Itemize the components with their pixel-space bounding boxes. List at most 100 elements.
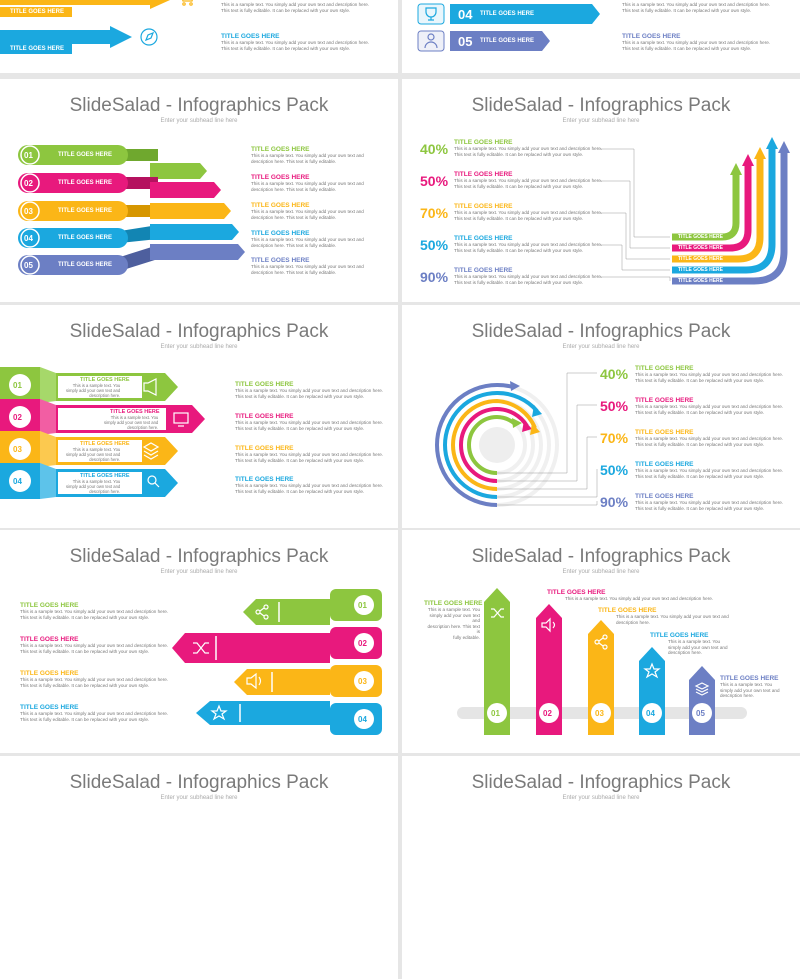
- item-desc-1: This is a sample text. You simply add yo…: [251, 153, 364, 164]
- speaker-icon: [246, 672, 262, 690]
- slide-9[interactable]: SlideSalad - Infographics Pack Enter you…: [0, 756, 398, 979]
- search-icon: [147, 475, 160, 488]
- slide-3-graphics: [18, 145, 245, 275]
- tab-number-04: 04: [358, 715, 367, 724]
- item-heading-4: TITLE GOES HERE: [454, 235, 513, 242]
- percent-5: 90%: [600, 494, 629, 510]
- item-desc-4: This is a sample text. You simply add yo…: [20, 711, 169, 722]
- item-heading-3: TITLE GOES HERE: [598, 607, 657, 614]
- item-heading-3: TITLE GOES HERE: [635, 429, 694, 436]
- star-icon: [643, 662, 661, 679]
- ribbon-title-02: TITLE GOES HERE: [58, 180, 113, 186]
- slide-10[interactable]: SlideSalad - Infographics Pack Enter you…: [402, 756, 800, 979]
- arrowhead-2: [522, 420, 532, 432]
- arrow-label-4: TITLE GOES HERE: [678, 267, 724, 273]
- item-desc-1: This is a sample text. You simply add yo…: [635, 372, 784, 383]
- ribbon-02: [18, 173, 221, 198]
- box-title-02: TITLE GOES HERE: [110, 409, 160, 415]
- arrow-blue: [0, 26, 132, 48]
- item-desc-1: This is a sample text. You simply add yo…: [221, 2, 370, 13]
- item-heading-4: TITLE GOES HERE: [235, 476, 294, 483]
- slide-4-graphics: [600, 137, 790, 285]
- slide-1[interactable]: TITLE GOES HERE TITLE GOES HERE This is …: [0, 0, 398, 73]
- item-desc-1: This is a sample text. You simply add yo…: [235, 388, 384, 399]
- speaker-icon: [541, 617, 556, 633]
- banner-04: [450, 4, 600, 24]
- banner-number-05: 05: [458, 34, 473, 49]
- banner-title-04: TITLE GOES HERE: [480, 11, 535, 17]
- item-heading-2: TITLE GOES HERE: [251, 174, 310, 181]
- ribbon-number-02: 02: [24, 179, 33, 188]
- item-desc-3: This is a sample text. You simply add yo…: [616, 614, 729, 625]
- slide-subhead: Enter your subhead line here: [160, 795, 238, 801]
- slide-7-graphics: [172, 589, 382, 735]
- item-desc-1: This is a sample text. You simply add you…: [427, 607, 480, 640]
- slide-title: SlideSalad - Infographics Pack: [69, 321, 329, 342]
- tab-03: [234, 665, 382, 697]
- ribbon-title-01: TITLE GOES HERE: [58, 152, 113, 158]
- label-bar-yellow: [0, 7, 72, 17]
- slide-8[interactable]: SlideSalad - Infographics Pack Enter you…: [402, 530, 800, 753]
- ribbon-01: [18, 145, 207, 179]
- item-title-1: TITLE GOES HERE: [10, 9, 65, 15]
- slide-subhead: Enter your subhead line here: [160, 569, 238, 575]
- item-heading-3: TITLE GOES HERE: [454, 203, 513, 210]
- item-desc-5: This is a sample text. You simply add yo…: [251, 264, 364, 275]
- tab-number-01: 01: [358, 601, 367, 610]
- box-desc-02: This is a sample text. You simply add you…: [104, 415, 159, 430]
- slide-6[interactable]: SlideSalad - Infographics Pack Enter you…: [402, 305, 800, 528]
- item-heading-5: TITLE GOES HERE: [251, 257, 310, 264]
- slide-2[interactable]: 04 TITLE GOES HERE 05 TITLE GOES HERE Th…: [402, 0, 800, 73]
- column-number-01: 01: [491, 709, 500, 718]
- percent-5: 90%: [420, 269, 449, 285]
- item-heading-2: TITLE GOES HERE: [221, 33, 280, 40]
- stack-icon: [142, 442, 160, 460]
- item-desc-3: This is a sample text. You simply add yo…: [235, 452, 384, 463]
- slide-3[interactable]: SlideSalad - Infographics Pack Enter you…: [0, 79, 398, 302]
- item-desc-2: This is a sample text. You simply add yo…: [20, 643, 169, 654]
- item-desc-5: This is a sample text. You simply add yo…: [454, 274, 603, 285]
- item-heading-1: TITLE GOES HERE: [635, 365, 694, 372]
- arrow-box-02: [0, 399, 205, 435]
- arrow-label-1: TITLE GOES HERE: [678, 234, 724, 240]
- ribbon-title-04: TITLE GOES HERE: [58, 235, 113, 241]
- item-desc-4: This is a sample text. You simply add yo…: [251, 237, 364, 248]
- slide-4[interactable]: SlideSalad - Infographics Pack Enter you…: [402, 79, 800, 302]
- slide-5[interactable]: SlideSalad - Infographics Pack Enter you…: [0, 305, 398, 528]
- slide-7[interactable]: SlideSalad - Infographics Pack Enter you…: [0, 530, 398, 753]
- item-heading-3: TITLE GOES HERE: [251, 202, 310, 209]
- tab-number-03: 03: [358, 677, 367, 686]
- stack-icon: [694, 682, 710, 696]
- banner-05: [450, 31, 550, 51]
- item-heading-5: TITLE GOES HERE: [454, 267, 513, 274]
- ribbon-number-04: 04: [24, 234, 33, 243]
- arrow-label-5: TITLE GOES HERE: [678, 278, 724, 284]
- item-desc-1: This is a sample text. You simply add yo…: [454, 146, 603, 157]
- item-heading-2: TITLE GOES HERE: [235, 413, 294, 420]
- ribbon-number-05: 05: [24, 261, 33, 270]
- percent-2: 50%: [420, 173, 449, 189]
- ribbon-04: [18, 224, 239, 248]
- shuffle-icon: [491, 608, 504, 618]
- arrow-label-2: TITLE GOES HERE: [678, 245, 724, 251]
- column-01: [484, 588, 510, 735]
- item-desc-4: This is a sample text. You simply add you…: [668, 639, 728, 656]
- monitor-icon: [173, 412, 189, 427]
- trophy-icon-box: [417, 3, 445, 25]
- banner-title-05: TITLE GOES HERE: [480, 38, 535, 44]
- item-heading-4: TITLE GOES HERE: [251, 230, 310, 237]
- label-bar-blue: [0, 44, 72, 54]
- item-desc-2: This is a sample text. You simply add yo…: [235, 420, 384, 431]
- slide-8-graphics: [457, 588, 747, 735]
- person-icon: [424, 33, 438, 49]
- column-number-02: 02: [543, 709, 552, 718]
- item-desc-3: This is a sample text. You simply add yo…: [635, 436, 784, 447]
- ribbon-number-03: 03: [24, 207, 33, 216]
- arrow-box-04: [0, 463, 178, 499]
- item-heading-4: TITLE GOES HERE: [650, 632, 709, 639]
- slide-title: SlideSalad - Infographics Pack: [471, 321, 731, 342]
- arrow-label-3: TITLE GOES HERE: [678, 256, 724, 262]
- person-icon-box: [417, 30, 445, 52]
- arrow-box-03: [0, 431, 178, 467]
- percent-3: 70%: [420, 205, 449, 221]
